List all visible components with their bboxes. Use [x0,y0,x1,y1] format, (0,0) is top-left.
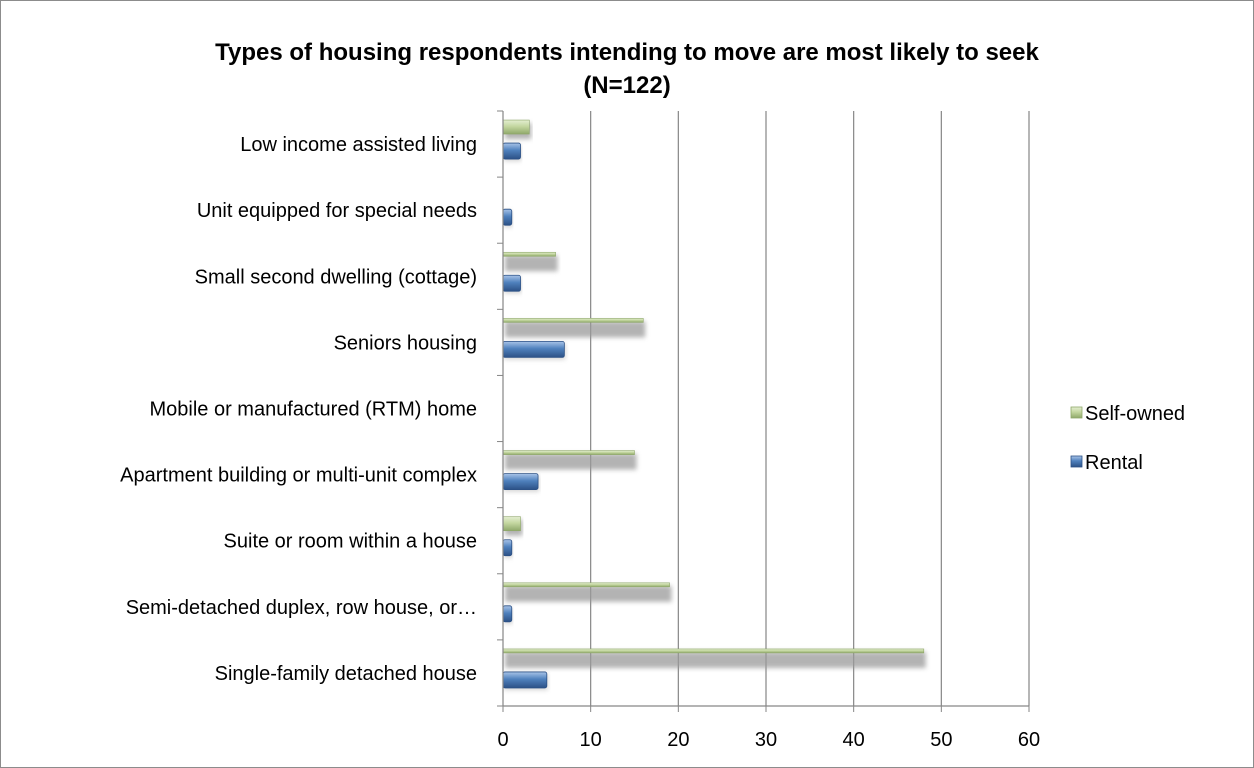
x-tick-label: 40 [843,729,865,751]
self-owned-bar-shadow [505,453,637,470]
self-owned-bar [502,119,530,135]
x-tick-label: 30 [755,729,777,751]
self-owned-bar [502,318,644,323]
rental-bar [502,142,521,160]
category-label: Unit equipped for special needs [197,200,477,222]
legend-rental-label: Rental [1085,452,1143,474]
rental-bar [502,208,513,226]
self-owned-bar [502,648,925,654]
chart-title-line: Types of housing respondents intending t… [215,39,1039,66]
self-owned-bar [502,450,635,455]
chart-title: Types of housing respondents intending t… [0,36,1254,102]
category-label: Mobile or manufactured (RTM) home [149,399,477,421]
category-label: Small second dwelling (cottage) [195,266,477,288]
x-tick-label: 60 [1018,729,1040,751]
x-tick-label: 10 [580,729,602,751]
self-owned-bar-shadow [505,255,558,272]
rental-bar [502,473,539,491]
legend-self-owned-label: Self-owned [1085,403,1185,425]
chart-subtitle: (N=122) [583,72,671,99]
category-label: Low income assisted living [240,134,477,156]
self-owned-bar-shadow [505,585,672,602]
self-owned-bar-shadow [505,651,926,668]
legend-rental-swatch [1070,455,1083,468]
x-tick-label: 0 [497,729,508,751]
category-label: Suite or room within a house [224,531,477,553]
category-label: Seniors housing [334,332,477,354]
x-tick-label: 20 [667,729,689,751]
category-label: Single-family detached house [215,663,477,685]
self-owned-bar [502,251,556,257]
x-tick-label: 50 [930,729,952,751]
self-owned-bar [502,582,670,588]
rental-bar [502,340,565,358]
category-label: Semi-detached duplex, row house, or… [126,597,477,619]
rental-bar [502,539,513,557]
rental-bar [502,671,548,689]
self-owned-bar [502,516,521,532]
self-owned-bar-shadow [505,321,646,338]
category-label: Apartment building or multi-unit complex [120,465,477,487]
legend-self-owned-swatch [1070,406,1083,419]
rental-bar [502,274,521,292]
rental-bar [502,605,513,623]
